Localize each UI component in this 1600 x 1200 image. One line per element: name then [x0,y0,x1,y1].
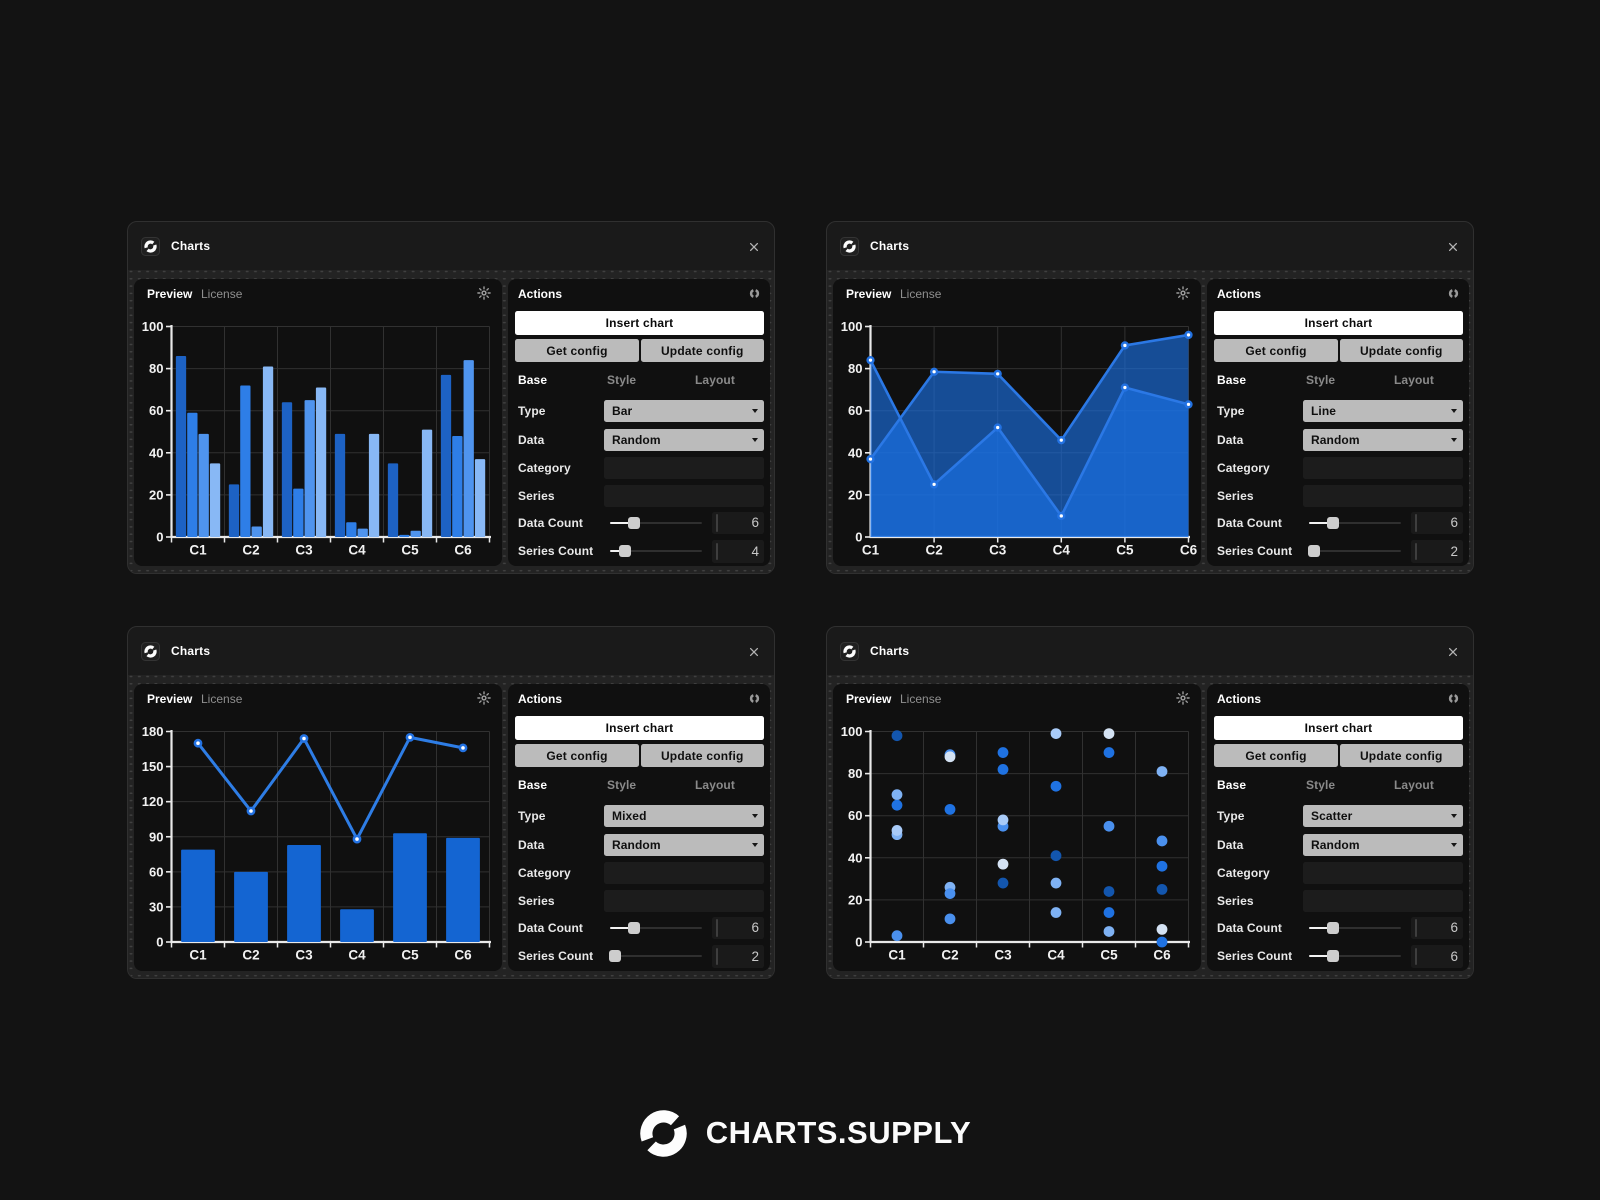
svg-text:100: 100 [841,724,863,739]
svg-text:120: 120 [142,794,164,809]
svg-text:C5: C5 [401,948,419,963]
svg-text:C2: C2 [242,543,259,558]
svg-text:C3: C3 [994,948,1012,963]
svg-text:C2: C2 [925,543,942,558]
svg-text:C6: C6 [1180,543,1198,558]
svg-text:60: 60 [149,403,163,418]
svg-text:C2: C2 [242,948,259,963]
svg-text:20: 20 [848,487,862,502]
svg-text:C1: C1 [189,948,207,963]
svg-text:80: 80 [149,361,163,376]
svg-text:C6: C6 [454,543,472,558]
svg-text:20: 20 [149,487,163,502]
svg-text:C3: C3 [295,948,313,963]
svg-text:C2: C2 [941,948,958,963]
svg-text:C1: C1 [888,948,906,963]
svg-text:C5: C5 [1116,543,1134,558]
svg-text:C6: C6 [1153,948,1171,963]
svg-text:C4: C4 [1053,543,1071,558]
svg-text:0: 0 [156,935,163,950]
svg-text:150: 150 [142,759,164,774]
svg-text:20: 20 [848,892,862,907]
svg-text:C4: C4 [1047,948,1065,963]
svg-text:180: 180 [142,724,164,739]
svg-text:C5: C5 [401,543,419,558]
svg-text:C5: C5 [1100,948,1118,963]
svg-text:C6: C6 [454,948,472,963]
svg-text:30: 30 [149,899,163,914]
svg-text:90: 90 [149,829,163,844]
svg-text:C1: C1 [189,543,207,558]
svg-text:100: 100 [142,319,164,334]
svg-text:C4: C4 [348,948,366,963]
svg-text:60: 60 [848,403,862,418]
svg-text:60: 60 [149,864,163,879]
svg-text:100: 100 [841,319,863,334]
svg-text:60: 60 [848,808,862,823]
svg-text:80: 80 [848,766,862,781]
svg-text:40: 40 [848,445,862,460]
svg-text:80: 80 [848,361,862,376]
svg-text:40: 40 [848,850,862,865]
svg-text:C3: C3 [295,543,313,558]
svg-text:C3: C3 [989,543,1007,558]
svg-text:40: 40 [149,445,163,460]
svg-text:0: 0 [156,530,163,545]
svg-text:0: 0 [855,935,862,950]
svg-text:C4: C4 [348,543,366,558]
svg-text:0: 0 [855,530,862,545]
svg-text:C1: C1 [862,543,880,558]
